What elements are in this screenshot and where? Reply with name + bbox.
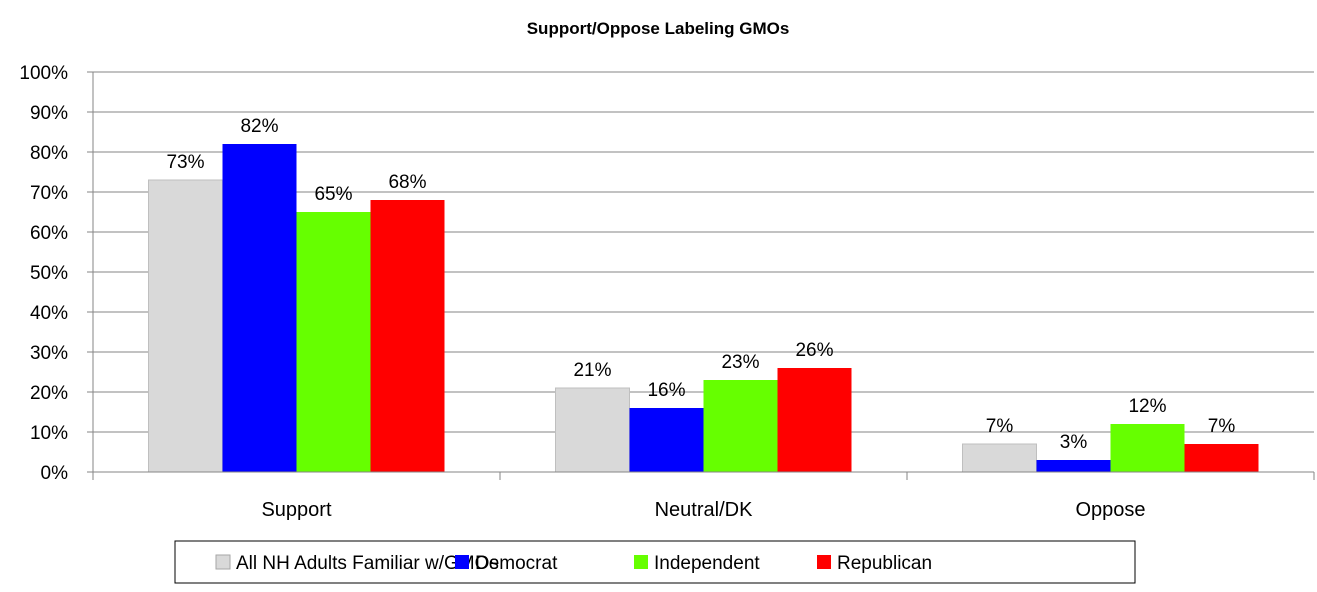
- bar: [222, 144, 297, 472]
- y-tick-label: 100%: [19, 63, 68, 84]
- y-axis-ticks: 0% 10% 20% 30% 40% 50% 60% 70% 80% 90% 100%: [19, 63, 93, 484]
- bar: [1036, 460, 1111, 472]
- data-label: 21%: [573, 360, 611, 381]
- y-tick-label: 10%: [30, 423, 68, 444]
- data-label: 16%: [647, 380, 685, 401]
- bar: [777, 368, 852, 472]
- x-axis-ticks: Support Neutral/DK Oppose: [92, 472, 1315, 521]
- x-tick-label: Oppose: [1075, 499, 1145, 521]
- bar: [296, 212, 371, 472]
- data-label: 7%: [986, 416, 1014, 437]
- data-labels: 73% 82% 65% 68% 21% 16% 23% 26% 7% 3% 12% 7%: [166, 116, 1235, 453]
- legend-label: Independent: [654, 553, 760, 574]
- bar: [703, 380, 778, 472]
- y-tick-label: 60%: [30, 223, 68, 244]
- bar: [962, 443, 1037, 473]
- legend-label: Democrat: [475, 553, 558, 574]
- x-tick-label: Support: [261, 499, 331, 521]
- legend-label: All NH Adults Familiar w/GMOs: [236, 553, 499, 574]
- bar: [555, 387, 630, 473]
- legend-swatch: [215, 554, 231, 570]
- data-label: 3%: [1060, 432, 1088, 453]
- y-tick-label: 70%: [30, 183, 68, 204]
- data-label: 26%: [795, 340, 833, 361]
- bar: [1110, 424, 1185, 472]
- data-label: 12%: [1128, 396, 1166, 417]
- x-tick-label: Neutral/DK: [655, 499, 753, 521]
- bar: [148, 179, 223, 473]
- axes: [92, 72, 1314, 473]
- y-tick-label: 30%: [30, 343, 68, 364]
- bar: [1184, 444, 1259, 472]
- data-label: 73%: [166, 152, 204, 173]
- bars: [148, 144, 1259, 473]
- y-tick-label: 40%: [30, 303, 68, 324]
- y-tick-label: 80%: [30, 143, 68, 164]
- chart-title: Support/Oppose Labeling GMOs: [527, 19, 790, 38]
- data-label: 65%: [314, 184, 352, 205]
- legend-label: Republican: [837, 553, 932, 574]
- bar: [370, 200, 445, 472]
- y-tick-label: 50%: [30, 263, 68, 284]
- y-tick-label: 90%: [30, 103, 68, 124]
- legend-swatch: [455, 555, 469, 569]
- y-tick-label: 0%: [41, 463, 69, 484]
- y-tick-label: 20%: [30, 383, 68, 404]
- data-label: 7%: [1208, 416, 1236, 437]
- legend-swatch: [634, 555, 648, 569]
- legend-swatch: [817, 555, 831, 569]
- data-label: 23%: [721, 352, 759, 373]
- bar: [629, 408, 704, 472]
- legend-box: [174, 540, 1136, 584]
- data-label: 82%: [240, 116, 278, 137]
- data-label: 68%: [388, 172, 426, 193]
